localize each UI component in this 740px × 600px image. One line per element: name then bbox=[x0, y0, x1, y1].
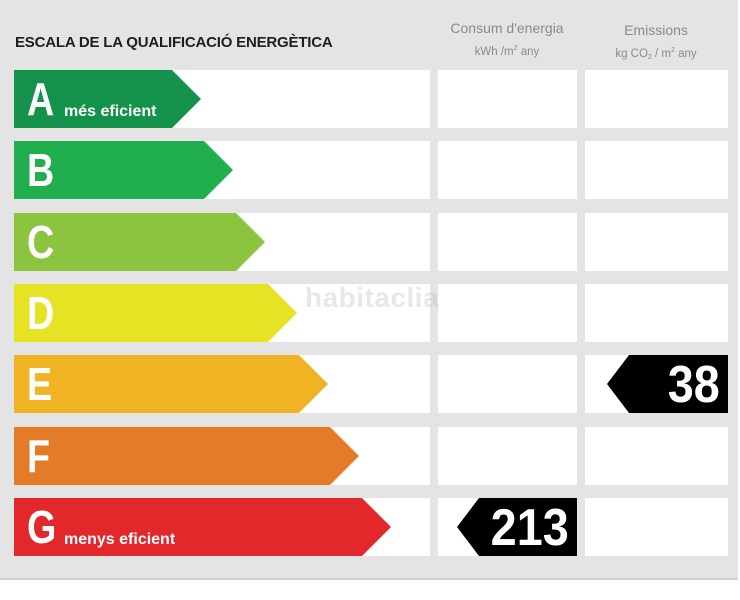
rating-row-f: F bbox=[0, 427, 740, 485]
emissions-value-badge: 38 bbox=[607, 355, 728, 413]
rating-letter: G bbox=[27, 501, 57, 553]
rating-arrow-c: C bbox=[14, 213, 265, 271]
consum-value: 213 bbox=[490, 499, 569, 557]
rating-arrow-d: D bbox=[14, 284, 297, 342]
rating-row-c: C bbox=[0, 213, 740, 271]
emissions-column-header: Emissions kg CO2 / m2 any bbox=[584, 22, 728, 65]
emissions-cell bbox=[585, 141, 728, 199]
emissions-cell bbox=[585, 427, 728, 485]
rating-row-e: E 38 bbox=[0, 355, 740, 413]
consum-header-label: Consum d'energia bbox=[450, 20, 564, 36]
rating-letter: E bbox=[27, 358, 53, 410]
page-title: ESCALA DE LA QUALIFICACIÓ ENERGÈTICA bbox=[15, 34, 333, 51]
consum-header-unit: kWh /m2 any bbox=[474, 45, 540, 58]
energy-certificate-card: ESCALA DE LA QUALIFICACIÓ ENERGÈTICA Con… bbox=[0, 0, 738, 580]
watermark-logo: habitaclia bbox=[305, 282, 440, 313]
consum-cell bbox=[438, 70, 577, 128]
rating-letter: C bbox=[27, 216, 55, 268]
rating-arrow-b: B bbox=[14, 141, 233, 199]
rating-description: menys eficient bbox=[64, 531, 176, 548]
consum-cell bbox=[438, 284, 577, 342]
rating-row-b: B bbox=[0, 141, 740, 199]
emissions-cell bbox=[585, 498, 728, 556]
emissions-header-unit: kg CO2 / m2 any bbox=[615, 47, 697, 61]
consum-column-header: Consum d'energia kWh /m2 any bbox=[437, 20, 577, 60]
rating-arrow-e: E bbox=[14, 355, 328, 413]
rating-letter: F bbox=[27, 430, 51, 482]
emissions-header-label: Emissions bbox=[624, 22, 688, 38]
rating-description: més eficient bbox=[64, 103, 157, 120]
emissions-value: 38 bbox=[667, 356, 720, 414]
consum-cell bbox=[438, 213, 577, 271]
rating-arrow-f: F bbox=[14, 427, 359, 485]
rating-letter: B bbox=[27, 144, 55, 196]
consum-value-badge: 213 bbox=[457, 498, 577, 556]
rating-letter: A bbox=[27, 73, 55, 125]
rating-letter: D bbox=[27, 287, 55, 339]
emissions-cell bbox=[585, 213, 728, 271]
emissions-cell bbox=[585, 70, 728, 128]
rating-row-d: D bbox=[0, 284, 740, 342]
consum-cell bbox=[438, 141, 577, 199]
consum-cell bbox=[438, 427, 577, 485]
emissions-cell bbox=[585, 284, 728, 342]
consum-cell bbox=[438, 355, 577, 413]
